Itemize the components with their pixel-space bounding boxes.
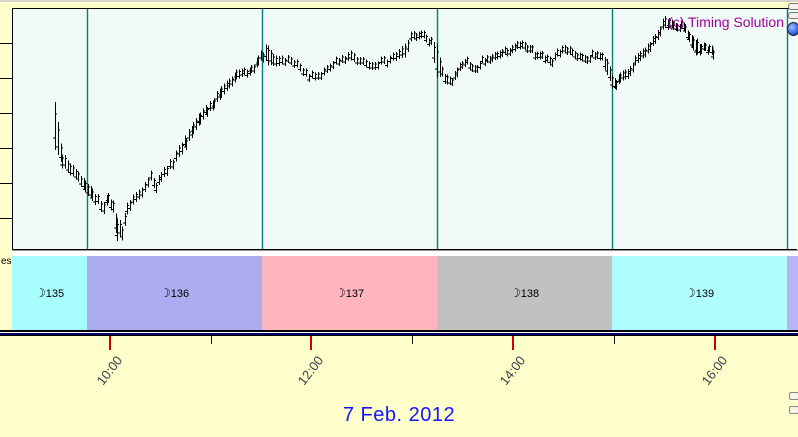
moon-phase-label: ☽138	[509, 286, 540, 300]
moon-phase-band-135: ☽135	[12, 256, 87, 330]
price-chart-plot: (c) Timing Solution	[12, 8, 797, 250]
moon-phase-label: ☽135	[34, 286, 65, 300]
moon-icon: ☽	[159, 286, 171, 300]
price-bars	[53, 16, 715, 242]
mini-button-2[interactable]	[789, 406, 798, 414]
copyright-label: (c) Timing Solution	[668, 14, 784, 30]
price-series-svg	[53, 9, 789, 249]
moon-icon: ☽	[34, 286, 46, 300]
time-tick-label: 14:00	[496, 353, 529, 388]
moon-phase-band-139: ☽139	[612, 256, 787, 330]
time-tick-minor	[211, 336, 212, 344]
moon-phase-label: ☽139	[684, 286, 715, 300]
moon-icon: ☽	[509, 286, 521, 300]
globe-icon[interactable]	[787, 22, 798, 36]
time-tick-major	[310, 336, 312, 350]
window-top-edge	[0, 0, 798, 2]
time-axis: 7 Feb. 2012 10:00 12:00 14:00 16:00	[0, 336, 798, 437]
time-tick-label: 16:00	[698, 353, 731, 388]
time-tick-label: 10:00	[93, 353, 126, 388]
moon-phase-band-137: ☽137	[262, 256, 437, 330]
moon-phase-band-138: ☽138	[437, 256, 612, 330]
moon-phase-band-partial	[787, 256, 798, 330]
time-tick-major	[714, 336, 716, 350]
y-axis-tick	[0, 148, 12, 149]
time-tick-major	[109, 336, 111, 350]
plot-bands-separator	[12, 250, 798, 256]
time-tick-major	[512, 336, 514, 350]
border-line	[0, 330, 798, 332]
border-line	[0, 332, 798, 333]
y-axis-tick	[0, 78, 12, 79]
y-axis-tick	[0, 218, 12, 219]
scroll-down-button[interactable]	[788, 12, 798, 19]
y-axis-tick	[0, 183, 12, 184]
moon-phase-bands: ☽135 ☽136 ☽137 ☽138 ☽139	[12, 256, 798, 330]
time-tick-label: 12:00	[294, 353, 327, 388]
border-line	[0, 335, 798, 336]
moon-icon: ☽	[684, 286, 696, 300]
scroll-up-button[interactable]	[788, 3, 798, 10]
y-axis-tick	[0, 113, 12, 114]
moon-icon: ☽	[334, 286, 346, 300]
time-tick-minor	[614, 336, 615, 344]
y-axis-tick	[0, 43, 12, 44]
mini-button-1[interactable]	[789, 392, 798, 400]
bands-axis-label-fragment: es	[1, 256, 12, 267]
moon-phase-band-136: ☽136	[87, 256, 262, 330]
moon-phase-label: ☽136	[159, 286, 190, 300]
border-line	[0, 333, 798, 335]
time-tick-minor	[412, 336, 413, 344]
moon-phase-label: ☽137	[334, 286, 365, 300]
date-label: 7 Feb. 2012	[342, 404, 456, 426]
bands-bottom-border	[0, 330, 798, 336]
